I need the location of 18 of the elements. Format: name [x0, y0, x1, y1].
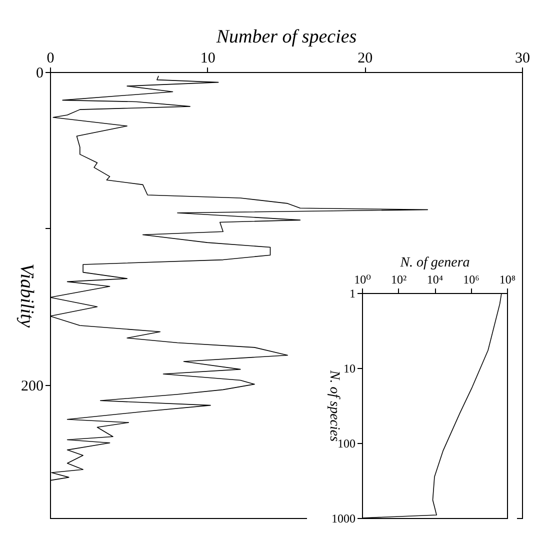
y-tick-label: 10: [344, 362, 356, 376]
x-tick-label: 10⁸: [499, 272, 516, 286]
x-axis-title: Number of species: [215, 26, 357, 48]
x-tick-label: 0: [46, 50, 54, 66]
x-tick-label: 30: [515, 50, 530, 66]
y-axis-title: Viability: [16, 263, 37, 328]
y-tick-label: 1000: [332, 512, 356, 526]
x-tick-label: 10⁴: [426, 272, 444, 286]
x-axis-title: N. of genera: [399, 256, 470, 270]
x-tick-label: 10⁰: [354, 272, 372, 286]
line-series: [50, 76, 428, 481]
x-tick-label: 10²: [390, 272, 407, 286]
x-tick-label: 10: [200, 50, 216, 66]
y-tick-label: 1: [350, 286, 356, 300]
x-tick-label: 20: [358, 50, 373, 66]
y-tick-label: 100: [338, 436, 356, 450]
x-tick-label: 10⁶: [463, 272, 480, 286]
y-tick-label: 200: [21, 378, 44, 394]
